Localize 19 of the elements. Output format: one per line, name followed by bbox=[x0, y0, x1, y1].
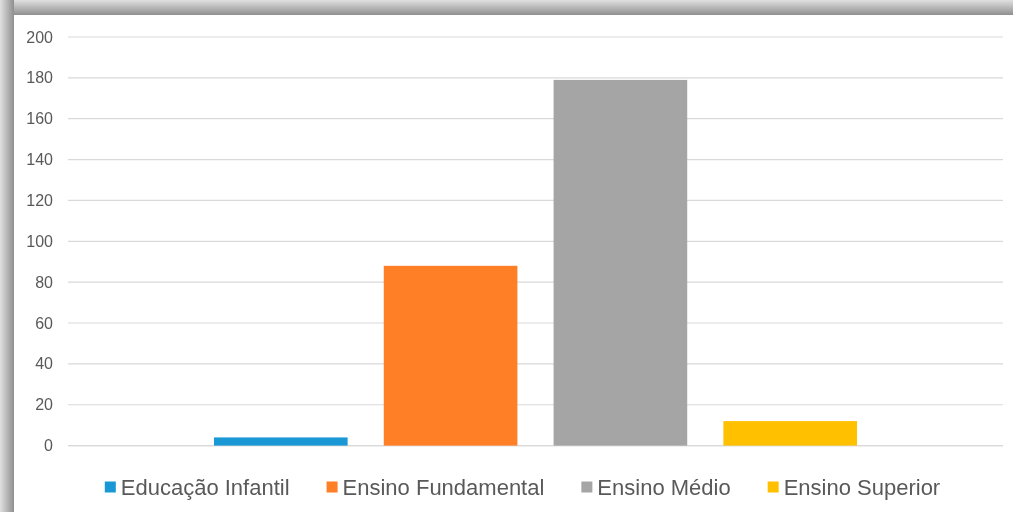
y-tick-label: 180 bbox=[26, 69, 54, 87]
legend-label: Ensino Superior bbox=[783, 474, 941, 500]
bar bbox=[213, 437, 348, 446]
y-tick-label: 0 bbox=[44, 437, 54, 455]
y-tick-label: 160 bbox=[26, 110, 54, 128]
y-tick-label: 60 bbox=[35, 314, 54, 332]
y-tick-label: 80 bbox=[35, 273, 54, 291]
legend-label: Educação Infantil bbox=[120, 474, 290, 500]
y-tick-label: 200 bbox=[26, 28, 54, 46]
y-tick-label: 140 bbox=[26, 151, 54, 169]
legend-label: Ensino Médio bbox=[597, 474, 731, 500]
legend-label: Ensino Fundamental bbox=[342, 474, 545, 500]
y-tick-label: 120 bbox=[26, 192, 54, 210]
bar bbox=[723, 421, 858, 446]
bar bbox=[553, 79, 688, 446]
y-tick-label: 100 bbox=[26, 232, 54, 250]
bar bbox=[383, 265, 518, 446]
y-tick-label: 20 bbox=[35, 396, 54, 414]
y-tick-label: 40 bbox=[35, 355, 54, 373]
